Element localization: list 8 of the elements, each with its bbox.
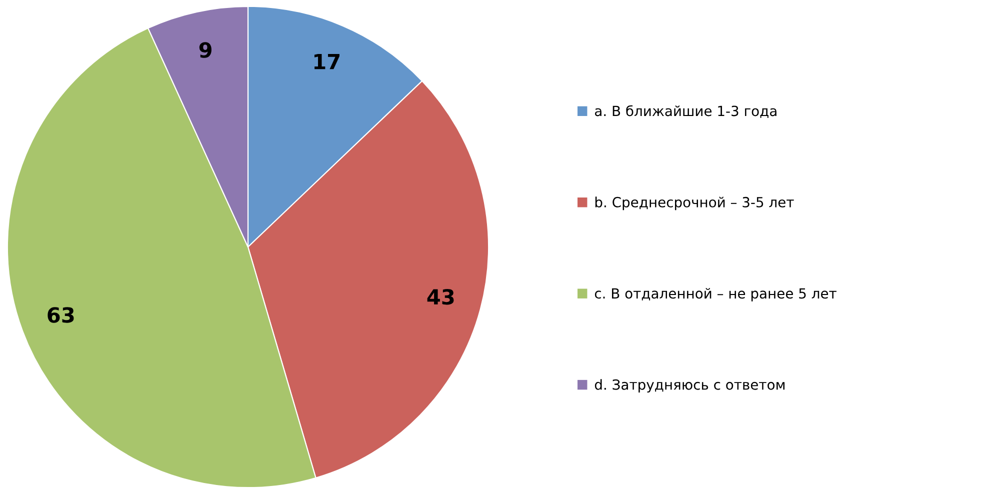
data-label: 9	[199, 42, 212, 58]
data-label: 17	[314, 54, 340, 70]
legend-label: a. В ближайшие 1-3 года	[595, 105, 776, 118]
legend-label: b. Среднесрочной – 3-5 лет	[595, 196, 794, 210]
data-label: 43	[427, 288, 454, 305]
legend-label: d. Затрудняюсь с ответом	[594, 379, 784, 393]
data-label: 63	[48, 307, 74, 323]
legend-label: c. В отдаленной – не ранее 5 лет	[594, 288, 836, 302]
